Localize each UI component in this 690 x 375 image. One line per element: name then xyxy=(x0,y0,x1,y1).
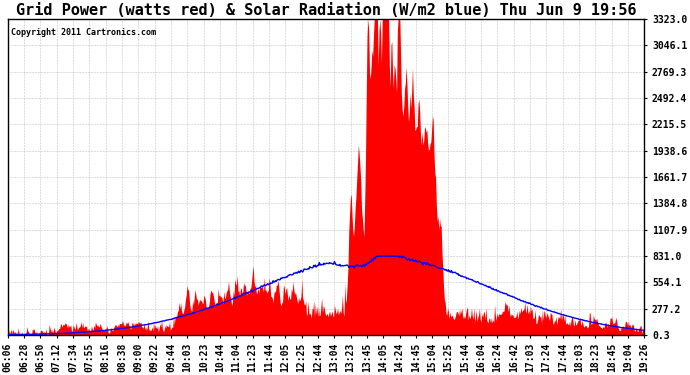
Title: Grid Power (watts red) & Solar Radiation (W/m2 blue) Thu Jun 9 19:56: Grid Power (watts red) & Solar Radiation… xyxy=(16,3,636,18)
Text: Copyright 2011 Cartronics.com: Copyright 2011 Cartronics.com xyxy=(11,28,156,38)
